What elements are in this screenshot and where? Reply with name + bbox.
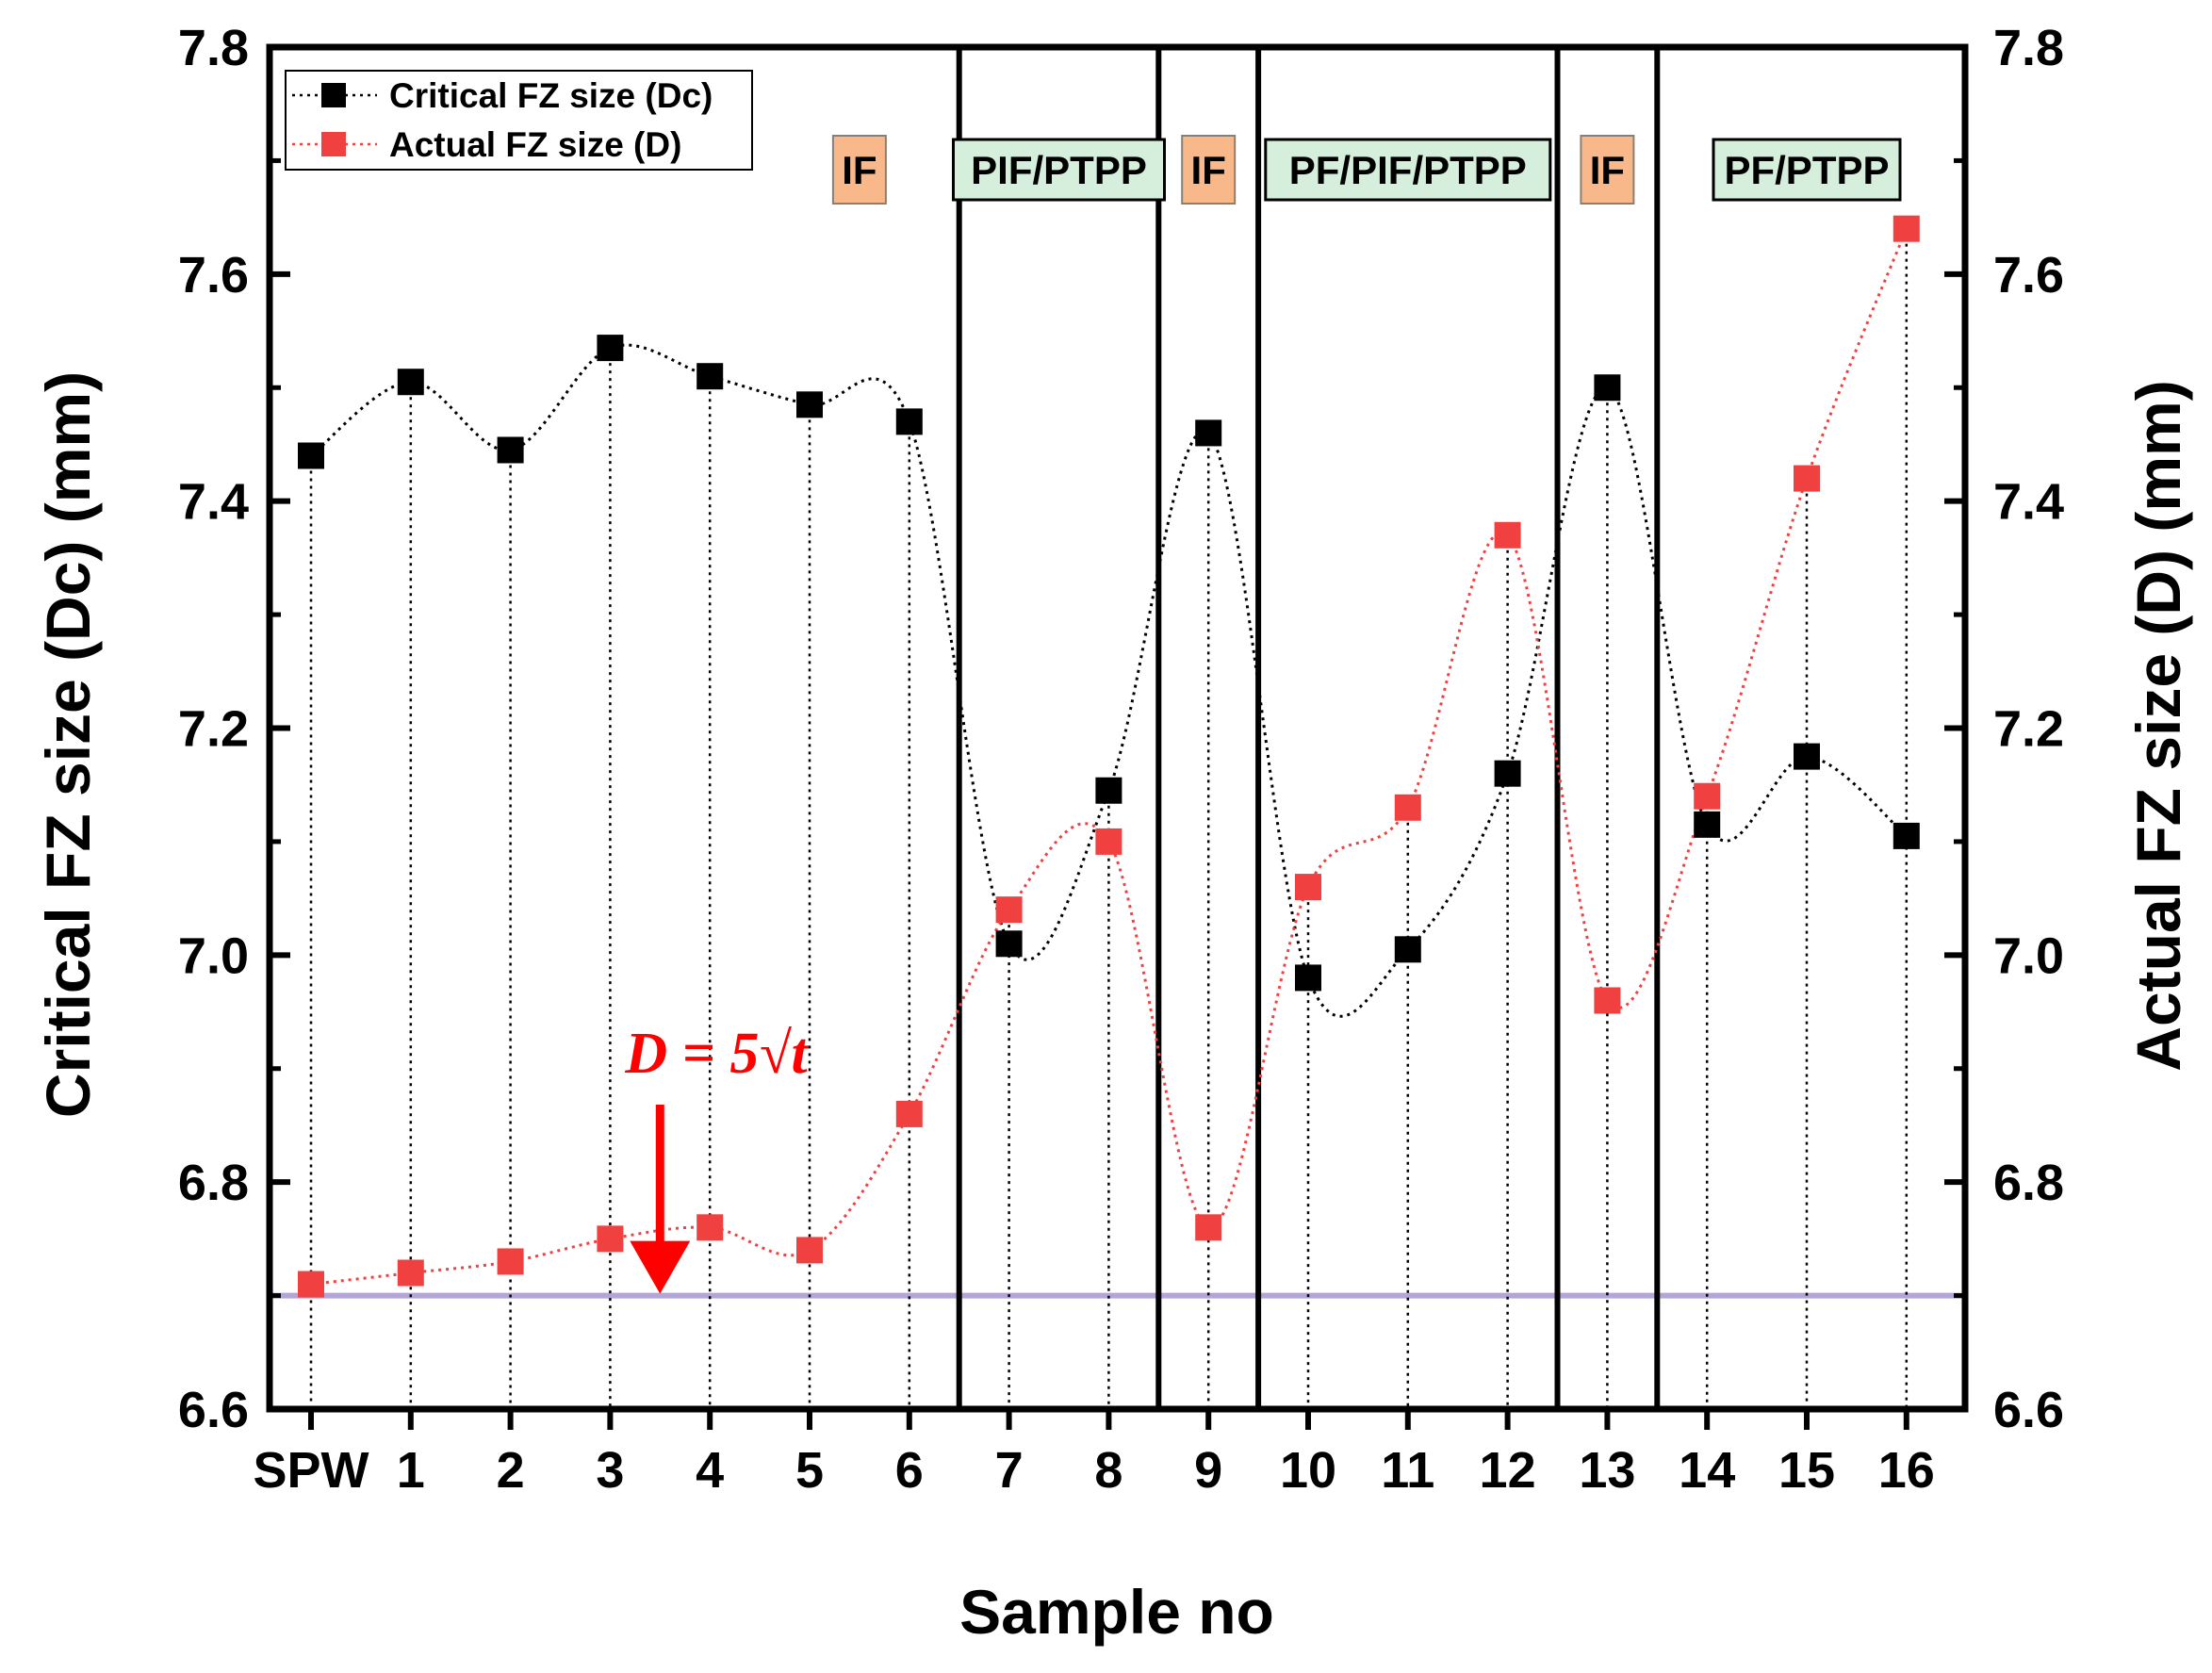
data-point-series-1 <box>1195 419 1222 447</box>
data-point-series-1 <box>796 391 823 418</box>
region-box-3 <box>1181 135 1237 205</box>
data-point-series-2 <box>1694 782 1721 810</box>
x-tick-label: 2 <box>497 1442 525 1499</box>
data-point-series-1 <box>597 335 624 362</box>
data-point-series-1 <box>1794 743 1820 770</box>
annotation-arrow-head <box>630 1240 691 1294</box>
data-point-series-2 <box>1892 215 1920 242</box>
legend-entry-2: Actual FZ size (D) <box>389 125 681 164</box>
data-point-series-2 <box>597 1225 624 1253</box>
x-tick-label: 6 <box>895 1442 924 1499</box>
region-box-1 <box>831 135 887 205</box>
data-point-series-2 <box>1594 987 1621 1014</box>
data-point-series-2 <box>497 1248 524 1275</box>
y-tick-label-right: 7.8 <box>1993 20 2064 76</box>
data-point-series-1 <box>1095 777 1122 804</box>
data-point-series-1 <box>1892 822 1920 849</box>
y-tick-label-right: 6.6 <box>1993 1382 2064 1438</box>
data-point-series-1 <box>1694 811 1721 838</box>
x-axis-title: Sample no <box>959 1577 1274 1647</box>
left-axis-title: Critical FZ size (Dc) (mm) <box>33 371 103 1118</box>
data-point-series-2 <box>796 1237 823 1264</box>
x-tick-label: SPW <box>253 1442 369 1499</box>
x-tick-label: 7 <box>995 1442 1024 1499</box>
legend-box <box>285 70 753 171</box>
x-tick-label: 13 <box>1579 1442 1635 1499</box>
x-tick-label: 9 <box>1194 1442 1222 1499</box>
data-point-series-1 <box>397 369 424 396</box>
data-point-series-2 <box>1394 794 1421 821</box>
series-line-1 <box>310 343 1908 1018</box>
y-tick-label-left: 6.6 <box>178 1382 249 1438</box>
data-point-series-2 <box>995 896 1023 924</box>
x-tick-label: 11 <box>1381 1442 1434 1499</box>
y-tick-label-left: 7.2 <box>178 701 249 758</box>
x-tick-label: 4 <box>696 1442 724 1499</box>
x-tick-label: 5 <box>795 1442 824 1499</box>
data-point-series-1 <box>696 363 724 390</box>
region-label-3: IF <box>1191 148 1226 192</box>
region-label-1: IF <box>842 148 877 192</box>
region-label-5: IF <box>1590 148 1625 192</box>
region-label-6: PF/PTPP <box>1724 148 1889 192</box>
data-point-series-2 <box>1095 828 1122 855</box>
data-point-series-2 <box>1494 521 1521 549</box>
legend-marker-2 <box>321 132 346 156</box>
y-tick-label-right: 7.6 <box>1993 247 2064 303</box>
y-tick-label-left: 6.8 <box>178 1155 249 1211</box>
y-tick-label-left: 7.0 <box>178 927 249 984</box>
data-point-series-1 <box>1295 964 1321 992</box>
data-point-series-1 <box>995 930 1023 958</box>
x-tick-label: 15 <box>1778 1442 1835 1499</box>
y-tick-label-right: 7.2 <box>1993 701 2064 758</box>
data-point-series-1 <box>298 442 324 469</box>
plot-frame <box>266 43 1969 1413</box>
x-tick-label: 8 <box>1094 1442 1122 1499</box>
data-point-series-2 <box>1295 874 1321 901</box>
data-point-series-2 <box>895 1100 923 1127</box>
y-tick-label-right: 7.4 <box>1993 474 2064 531</box>
y-tick-label-left: 7.4 <box>178 474 249 531</box>
region-box-5 <box>1580 135 1635 205</box>
region-box-4 <box>1264 138 1552 202</box>
data-point-series-1 <box>1394 936 1421 963</box>
region-label-2: PIF/PTPP <box>971 148 1147 192</box>
x-tick-label: 3 <box>596 1442 624 1499</box>
x-tick-label: 10 <box>1280 1442 1336 1499</box>
data-point-series-2 <box>397 1259 424 1287</box>
x-tick-label: 14 <box>1679 1442 1735 1499</box>
x-tick-label: 12 <box>1480 1442 1536 1499</box>
y-tick-label-right: 6.8 <box>1993 1155 2064 1211</box>
right-axis-title: Actual FZ size (D) (mm) <box>2123 380 2193 1071</box>
data-point-series-1 <box>1594 374 1621 402</box>
data-point-series-1 <box>497 436 524 464</box>
y-tick-label-left: 7.6 <box>178 247 249 303</box>
data-point-series-2 <box>696 1214 724 1241</box>
region-box-6 <box>1712 138 1902 202</box>
data-point-series-1 <box>1494 760 1521 787</box>
data-point-series-1 <box>895 408 923 435</box>
y-tick-label-left: 7.8 <box>178 20 249 76</box>
data-point-series-2 <box>1794 465 1820 492</box>
data-point-series-2 <box>298 1271 324 1298</box>
x-tick-label: 16 <box>1878 1442 1935 1499</box>
x-tick-label: 1 <box>397 1442 425 1499</box>
legend-marker-1 <box>321 83 346 107</box>
region-label-4: PF/PIF/PTPP <box>1289 148 1527 192</box>
legend-entry-1: Critical FZ size (Dc) <box>389 76 713 115</box>
region-box-2 <box>952 138 1166 202</box>
series-line-2 <box>310 228 1909 1287</box>
y-tick-label-right: 7.0 <box>1993 927 2064 984</box>
annotation-label: D = 5√t <box>624 1022 809 1086</box>
data-point-series-2 <box>1195 1214 1222 1241</box>
